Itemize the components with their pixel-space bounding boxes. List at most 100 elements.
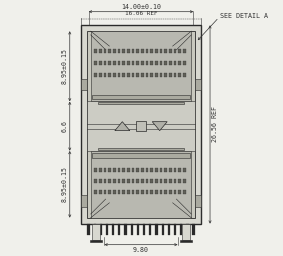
Bar [146,49,148,53]
Bar [95,190,97,194]
Bar [108,179,111,183]
Bar [132,73,134,77]
Bar [95,73,97,77]
Bar [81,195,87,207]
Bar [146,179,148,183]
Bar [160,179,162,183]
Bar [112,224,114,235]
Bar [143,224,145,235]
Bar [178,167,181,172]
Bar [87,101,195,151]
Bar [98,148,184,151]
Bar [141,167,144,172]
Bar [150,190,153,194]
Bar [178,190,181,194]
Bar [127,61,130,65]
Bar [95,49,97,53]
Bar [164,179,167,183]
Bar [132,61,134,65]
Bar [104,167,106,172]
Bar [180,224,182,235]
Bar [99,61,102,65]
Bar [108,167,111,172]
Bar [122,190,125,194]
Bar [155,61,158,65]
Bar [178,49,181,53]
Bar [195,195,201,207]
Bar [108,73,111,77]
Bar [122,167,125,172]
Bar [99,167,102,172]
Bar [155,49,158,53]
Bar [150,179,153,183]
Bar [127,167,130,172]
Bar [113,61,116,65]
Bar [95,167,97,172]
Text: 6.6: 6.6 [61,120,68,132]
Bar [81,25,201,224]
Bar [113,167,116,172]
Bar [182,224,190,240]
Bar [132,190,134,194]
Text: 8.95±0.15: 8.95±0.15 [61,166,68,202]
Bar [127,179,130,183]
Bar [164,49,167,53]
Bar [192,224,195,235]
Bar [104,190,106,194]
Bar [104,49,106,53]
Bar [178,61,181,65]
Bar [104,61,106,65]
Text: 14.00±0.10: 14.00±0.10 [121,4,161,10]
Bar [183,179,186,183]
Bar [164,190,167,194]
Bar [160,190,162,194]
Bar [155,224,158,235]
Bar [127,73,130,77]
Bar [136,121,146,131]
Bar [141,73,144,77]
Bar [95,179,97,183]
Polygon shape [115,122,130,131]
Bar [174,224,176,235]
Bar [168,224,170,235]
Bar [118,224,121,235]
Bar [155,190,158,194]
Bar [136,73,139,77]
Bar [87,224,90,235]
Bar [99,190,102,194]
Bar [90,240,102,242]
Bar [92,153,190,157]
Bar [162,224,164,235]
Bar [127,190,130,194]
Bar [92,224,100,240]
Bar [186,224,188,235]
Bar [146,73,148,77]
Text: 26.56 REF: 26.56 REF [212,106,218,142]
Bar [183,49,186,53]
Bar [92,95,190,99]
Bar [178,179,181,183]
Bar [99,179,102,183]
Bar [164,73,167,77]
Bar [174,73,176,77]
Bar [174,49,176,53]
Bar [150,73,153,77]
Bar [195,79,201,90]
Bar [104,73,106,77]
Text: SEE DETAIL A: SEE DETAIL A [220,13,268,19]
Bar [174,190,176,194]
Bar [122,49,125,53]
Bar [136,49,139,53]
Bar [150,167,153,172]
Bar [180,240,192,242]
Bar [141,179,144,183]
Bar [104,179,106,183]
Bar [174,167,176,172]
Bar [164,167,167,172]
Bar [160,73,162,77]
Bar [137,224,139,235]
Bar [169,73,171,77]
Bar [169,179,171,183]
Bar [183,61,186,65]
Bar [118,49,120,53]
